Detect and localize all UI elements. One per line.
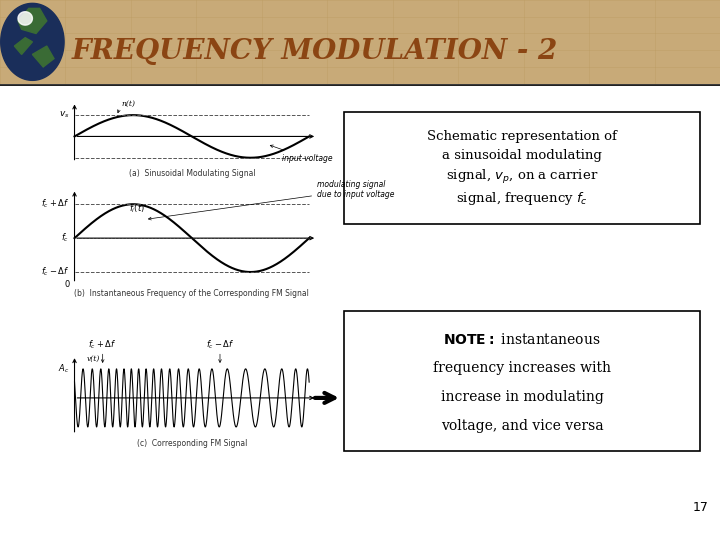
Text: a sinusoidal modulating: a sinusoidal modulating xyxy=(442,149,602,162)
Text: FREQUENCY MODULATION - 2: FREQUENCY MODULATION - 2 xyxy=(72,38,558,65)
Text: (b)  Instantaneous Frequency of the Corresponding FM Signal: (b) Instantaneous Frequency of the Corre… xyxy=(74,289,310,299)
Text: (c)  Corresponding FM Signal: (c) Corresponding FM Signal xyxy=(137,438,247,448)
Text: $f_c$: $f_c$ xyxy=(61,232,70,245)
FancyBboxPatch shape xyxy=(344,112,701,224)
Text: modulating signal
due to input voltage: modulating signal due to input voltage xyxy=(148,180,395,220)
Text: $\bf{NOTE:}$ instantaneous: $\bf{NOTE:}$ instantaneous xyxy=(444,332,600,347)
Text: $f_c+\Delta f$: $f_c+\Delta f$ xyxy=(89,339,117,351)
Polygon shape xyxy=(18,8,47,33)
Text: signal, frequency $f_c$: signal, frequency $f_c$ xyxy=(456,190,588,207)
Text: 0: 0 xyxy=(64,280,70,289)
Text: $v_s$: $v_s$ xyxy=(59,110,70,120)
Text: $A_c$: $A_c$ xyxy=(58,362,70,375)
Polygon shape xyxy=(14,38,32,55)
Text: (a)  Sinusoidal Modulating Signal: (a) Sinusoidal Modulating Signal xyxy=(129,170,255,178)
Text: signal, $v_p$, on a carrier: signal, $v_p$, on a carrier xyxy=(446,168,598,186)
Text: v(t): v(t) xyxy=(86,355,100,363)
Polygon shape xyxy=(32,46,54,67)
Text: 17: 17 xyxy=(692,501,708,514)
Polygon shape xyxy=(1,3,64,80)
Text: Schematic representation of: Schematic representation of xyxy=(427,130,617,143)
Polygon shape xyxy=(18,12,32,25)
FancyBboxPatch shape xyxy=(344,310,701,451)
Text: n(t): n(t) xyxy=(122,99,135,107)
Text: increase in modulating: increase in modulating xyxy=(441,390,603,404)
Text: input voltage: input voltage xyxy=(270,145,333,163)
Text: $f_c - \Delta f$: $f_c - \Delta f$ xyxy=(41,266,70,278)
Text: $f_c-\Delta f$: $f_c-\Delta f$ xyxy=(206,339,234,351)
Text: voltage, and vice versa: voltage, and vice versa xyxy=(441,419,603,433)
Text: $f_c + \Delta f$: $f_c + \Delta f$ xyxy=(41,198,70,211)
Text: frequency increases with: frequency increases with xyxy=(433,361,611,375)
Text: $f_i(t)$: $f_i(t)$ xyxy=(130,203,145,215)
